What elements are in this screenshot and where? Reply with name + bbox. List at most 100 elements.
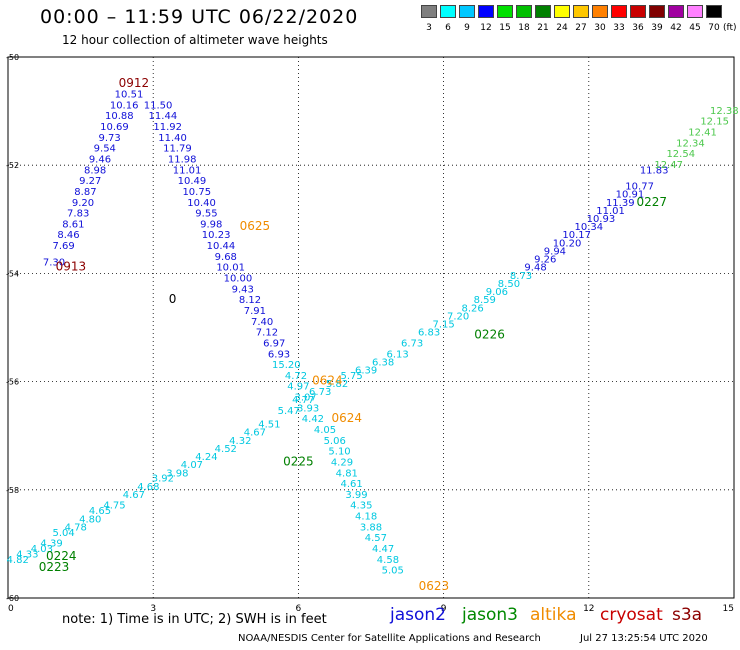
page-title: 00:00 – 11:59 UTC 06/22/2020 bbox=[40, 6, 359, 28]
x-tick-label: 0 bbox=[8, 604, 14, 614]
wave-height-point: 6.39 bbox=[355, 365, 377, 376]
wave-height-point: 8.50 bbox=[498, 279, 520, 290]
wave-height-point: 11.44 bbox=[149, 111, 178, 122]
wave-height-point: 4.82 bbox=[7, 555, 29, 566]
wave-height-point: 12.47 bbox=[654, 160, 683, 171]
legend-swatch bbox=[611, 5, 627, 18]
legend-swatch bbox=[459, 5, 475, 18]
wave-height-point: 9.55 bbox=[195, 209, 217, 220]
legend-swatch bbox=[668, 5, 684, 18]
wave-height-point: 10.40 bbox=[187, 198, 216, 209]
legend-swatch bbox=[592, 5, 608, 18]
legend-swatch bbox=[573, 5, 589, 18]
wave-height-point: 9.43 bbox=[232, 284, 254, 295]
x-tick-label: 9 bbox=[441, 604, 447, 614]
wave-height-point: 15.20 bbox=[272, 360, 301, 371]
wave-height-point: 4.65 bbox=[89, 506, 111, 517]
wave-height-point: 11.83 bbox=[640, 165, 669, 176]
legend-swatch bbox=[535, 5, 551, 18]
legend-swatch bbox=[497, 5, 513, 18]
wave-height-point: 6.93 bbox=[268, 349, 290, 360]
mission-label-jason3: jason3 bbox=[462, 605, 518, 625]
wave-height-point: 4.61 bbox=[341, 479, 363, 490]
wave-height-point: 4.33 bbox=[16, 549, 38, 560]
wave-height-point: 4.67 bbox=[123, 490, 145, 501]
legend-label: 45 bbox=[689, 23, 701, 33]
track-time-label: 0623 bbox=[419, 579, 450, 593]
timestamp: Jul 27 13:25:54 UTC 2020 bbox=[580, 633, 708, 644]
wave-height-point: 4.81 bbox=[336, 468, 358, 479]
wave-height-point: 9.98 bbox=[200, 219, 222, 230]
legend-label: 39 bbox=[651, 23, 663, 33]
wave-height-point: 4.77 bbox=[292, 395, 314, 406]
track-time-label: 0913 bbox=[56, 260, 87, 274]
x-tick-label: 3 bbox=[150, 604, 156, 614]
wave-height-point: 12.15 bbox=[700, 117, 729, 128]
mission-label-jason2: jason2 bbox=[390, 605, 446, 625]
x-tick-label: 15 bbox=[723, 604, 734, 614]
track-time-label: 0 bbox=[169, 292, 177, 306]
wave-height-point: 9.06 bbox=[486, 287, 508, 298]
wave-height-point: 4.52 bbox=[215, 444, 237, 455]
legend-label: 70 bbox=[708, 23, 720, 33]
x-tick-label: 6 bbox=[296, 604, 302, 614]
wave-height-point: 4.03 bbox=[31, 544, 53, 555]
wave-height-point: 11.01 bbox=[596, 206, 625, 217]
wave-height-point: 10.75 bbox=[182, 187, 211, 198]
legend-label: 36 bbox=[632, 23, 644, 33]
wave-height-point: 7.40 bbox=[251, 317, 273, 328]
wave-height-point: 11.50 bbox=[144, 100, 173, 111]
legend-label: 24 bbox=[556, 23, 568, 33]
wave-height-point: 11.98 bbox=[168, 154, 197, 165]
wave-height-point: 10.88 bbox=[105, 111, 134, 122]
legend-label: 12 bbox=[480, 23, 492, 33]
wave-height-point: 9.73 bbox=[99, 133, 121, 144]
wave-height-point: 7.69 bbox=[53, 241, 75, 252]
wave-height-point: 7.15 bbox=[432, 320, 454, 331]
legend-swatch bbox=[630, 5, 646, 18]
wave-height-point: 4.24 bbox=[195, 452, 217, 463]
legend-swatch bbox=[649, 5, 665, 18]
wave-height-point: 4.67 bbox=[244, 428, 266, 439]
wave-height-point: 4.42 bbox=[302, 414, 324, 425]
wave-height-point: 9.94 bbox=[544, 246, 566, 257]
wave-height-point: 4.80 bbox=[79, 514, 101, 525]
y-tick-label: -52 bbox=[6, 161, 19, 170]
wave-height-point: 4.72 bbox=[285, 371, 307, 382]
wave-height-point: 5.82 bbox=[326, 379, 348, 390]
footnote: note: 1) Time is in UTC; 2) SWH is in fe… bbox=[62, 612, 327, 627]
wave-height-point: 7.83 bbox=[67, 209, 89, 220]
wave-height-point: 4.47 bbox=[372, 544, 394, 555]
legend-swatch bbox=[516, 5, 532, 18]
mission-label-cryosat: cryosat bbox=[600, 605, 663, 625]
track-time-label: 0624 bbox=[332, 411, 363, 425]
track-time-label: 0624 bbox=[312, 373, 343, 387]
wave-height-point: 4.39 bbox=[40, 539, 62, 550]
x-tick-label: 12 bbox=[583, 604, 594, 614]
legend-label: 33 bbox=[613, 23, 625, 33]
wave-height-point: 9.46 bbox=[89, 154, 111, 165]
wave-height-point: 3.93 bbox=[297, 403, 319, 414]
y-tick-label: -56 bbox=[6, 378, 19, 387]
wave-height-point: 10.49 bbox=[178, 176, 207, 187]
wave-height-point: 9.48 bbox=[524, 263, 546, 274]
legend-swatch bbox=[478, 5, 494, 18]
legend-unit: (ft) bbox=[723, 23, 737, 33]
wave-height-point: 8.98 bbox=[84, 165, 106, 176]
mission-label-altika: altika bbox=[530, 605, 577, 625]
wave-height-point: 3.92 bbox=[152, 474, 174, 485]
wave-height-point: 4.78 bbox=[65, 522, 87, 533]
wave-height-point: 4.05 bbox=[314, 425, 336, 436]
track-time-label: 0912 bbox=[119, 76, 150, 90]
legend-label: 27 bbox=[575, 23, 587, 33]
wave-height-point: 3.99 bbox=[345, 490, 367, 501]
track-time-label: 0625 bbox=[240, 219, 271, 233]
wave-height-point: 4.51 bbox=[258, 420, 280, 431]
wave-height-point: 3.98 bbox=[166, 468, 188, 479]
wave-height-point: 9.26 bbox=[534, 255, 556, 266]
wave-height-point: 12.54 bbox=[666, 149, 695, 160]
wave-height-point: 10.34 bbox=[574, 222, 603, 233]
wave-height-point: 12.38 bbox=[710, 106, 739, 117]
wave-height-point: 4.68 bbox=[137, 482, 159, 493]
